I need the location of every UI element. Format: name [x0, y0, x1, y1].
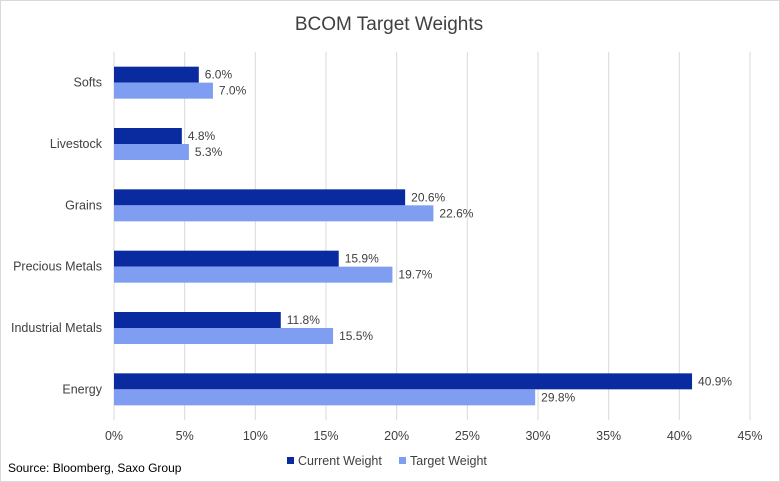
bar	[114, 250, 339, 267]
legend-swatch	[399, 457, 406, 464]
bar	[114, 389, 536, 406]
category-label: Grains	[65, 198, 102, 212]
x-tick-label: 35%	[596, 429, 621, 443]
bar	[114, 266, 393, 283]
legend: Current Weight Target Weight	[287, 454, 487, 468]
data-label: 11.8%	[287, 313, 320, 327]
x-tick-label: 5%	[176, 429, 194, 443]
category-label: Energy	[62, 382, 102, 396]
x-tick-label: 20%	[384, 429, 409, 443]
data-label: 22.6%	[439, 206, 473, 220]
x-tick-label: 45%	[737, 429, 762, 443]
data-label: 4.8%	[188, 129, 216, 143]
legend-swatch	[287, 457, 294, 464]
data-labels: 6.0% 7.0% 4.8% 5.3% 20.6% 22.6% 15.9% 19.7% 11.8…	[188, 68, 733, 405]
data-label: 15.5%	[339, 329, 373, 343]
x-tick-label: 40%	[667, 429, 692, 443]
bar	[114, 144, 189, 160]
bar	[114, 205, 434, 222]
bar	[114, 82, 213, 99]
category-label: Industrial Metals	[11, 321, 102, 335]
bar	[114, 128, 182, 144]
category-label: Softs	[74, 76, 103, 90]
bar	[114, 312, 281, 328]
category-label: Precious Metals	[13, 260, 102, 274]
category-labels: Softs Livestock Grains Precious Metals Indus…	[11, 76, 103, 397]
legend-label: Target Weight	[410, 454, 487, 468]
data-label: 15.9%	[345, 252, 379, 266]
data-label: 29.8%	[541, 390, 575, 404]
chart-title: BCOM Target Weights	[295, 14, 483, 35]
category-label: Livestock	[50, 137, 103, 151]
x-tick-label: 15%	[313, 429, 338, 443]
bar	[114, 373, 693, 390]
data-label: 40.9%	[698, 374, 732, 388]
data-label: 5.3%	[195, 145, 223, 159]
data-label: 6.0%	[205, 68, 233, 82]
x-tick-label: 30%	[525, 429, 550, 443]
x-axis-ticks: 0% 5% 10% 15% 20% 25% 30% 35% 40% 45%	[105, 429, 763, 443]
bar	[114, 189, 406, 206]
x-tick-label: 0%	[105, 429, 123, 443]
x-tick-label: 10%	[243, 429, 268, 443]
data-label: 7.0%	[219, 84, 247, 98]
legend-label: Current Weight	[298, 454, 382, 468]
x-tick-label: 25%	[455, 429, 480, 443]
source-note: Source: Bloomberg, Saxo Group	[8, 461, 182, 475]
bar	[114, 328, 334, 344]
data-label: 19.7%	[398, 268, 432, 282]
data-label: 20.6%	[411, 190, 445, 204]
grid-lines	[113, 52, 751, 420]
bars	[114, 66, 693, 406]
bar	[114, 66, 199, 83]
